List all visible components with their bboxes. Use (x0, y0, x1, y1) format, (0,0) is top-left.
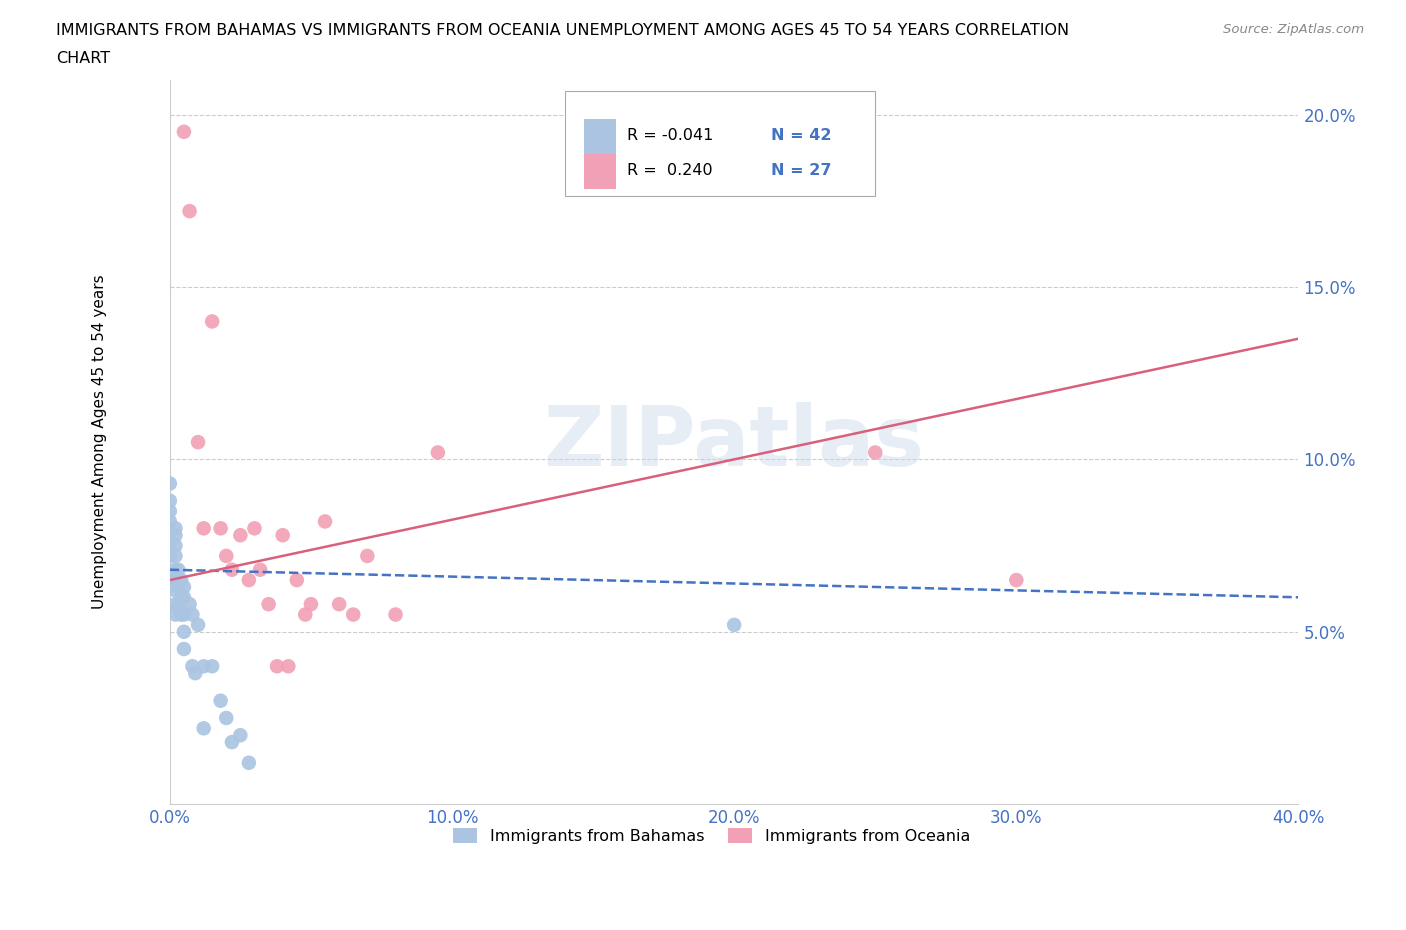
Point (165, 607, 187, 622)
Point (159, 493, 181, 508)
Point (173, 607, 195, 622)
Text: R =  0.240: R = 0.240 (627, 163, 713, 179)
Point (238, 755, 260, 770)
Point (165, 549, 187, 564)
Text: N = 42: N = 42 (772, 128, 832, 143)
Text: ZIPatlas: ZIPatlas (544, 402, 925, 483)
FancyBboxPatch shape (583, 119, 616, 154)
Text: IMMIGRANTS FROM BAHAMAS VS IMMIGRANTS FROM OCEANIA UNEMPLOYMENT AMONG AGES 45 TO: IMMIGRANTS FROM BAHAMAS VS IMMIGRANTS FR… (56, 23, 1070, 38)
Point (209, 693, 232, 708)
Text: CHART: CHART (56, 51, 110, 66)
Point (277, 658, 299, 673)
Point (165, 597, 187, 612)
Point (187, 434, 209, 449)
Point (266, 658, 288, 673)
Point (314, 514, 336, 529)
Point (173, 590, 195, 604)
Point (165, 583, 187, 598)
Point (299, 597, 322, 612)
Point (165, 528, 187, 543)
Point (193, 521, 215, 536)
Point (167, 563, 190, 578)
Point (170, 590, 193, 604)
FancyBboxPatch shape (583, 154, 616, 189)
Point (165, 563, 187, 578)
Point (165, 521, 187, 536)
Point (173, 624, 195, 639)
Point (426, 445, 449, 460)
Point (238, 573, 260, 588)
Point (159, 549, 181, 564)
Point (356, 549, 378, 564)
Point (201, 658, 224, 673)
Point (184, 666, 207, 681)
Legend: Immigrants from Bahamas, Immigrants from Oceania: Immigrants from Bahamas, Immigrants from… (447, 822, 977, 851)
Point (215, 549, 238, 564)
Text: R = -0.041: R = -0.041 (627, 128, 713, 143)
Point (193, 658, 215, 673)
Point (181, 607, 204, 622)
Y-axis label: Unemployment Among Ages 45 to 54 years: Unemployment Among Ages 45 to 54 years (93, 275, 107, 609)
Text: Source: ZipAtlas.com: Source: ZipAtlas.com (1223, 23, 1364, 36)
Point (159, 504, 181, 519)
Point (221, 735, 243, 750)
Point (215, 711, 238, 725)
Point (193, 721, 215, 736)
Point (209, 521, 232, 536)
Point (229, 528, 252, 543)
FancyBboxPatch shape (565, 91, 876, 196)
Text: N = 27: N = 27 (772, 163, 832, 179)
Point (181, 658, 204, 673)
Point (173, 579, 195, 594)
Point (865, 445, 887, 460)
Point (170, 607, 193, 622)
Point (221, 563, 243, 578)
Point (159, 535, 181, 550)
Point (384, 607, 406, 622)
Point (187, 618, 209, 632)
Point (723, 618, 745, 632)
Point (229, 728, 252, 743)
Point (167, 579, 190, 594)
Point (257, 597, 280, 612)
Point (179, 204, 201, 219)
Point (1005, 573, 1028, 588)
Point (328, 597, 350, 612)
Point (342, 607, 364, 622)
Point (159, 514, 181, 529)
Point (294, 607, 316, 622)
Point (170, 573, 193, 588)
Point (159, 476, 181, 491)
Point (167, 600, 190, 615)
Point (249, 563, 271, 578)
Point (201, 314, 224, 329)
Point (285, 573, 308, 588)
Point (271, 528, 294, 543)
Point (165, 573, 187, 588)
Point (179, 597, 201, 612)
Point (159, 525, 181, 539)
Point (173, 125, 195, 140)
Point (159, 573, 181, 588)
Point (165, 538, 187, 553)
Point (173, 642, 195, 657)
Point (243, 521, 266, 536)
